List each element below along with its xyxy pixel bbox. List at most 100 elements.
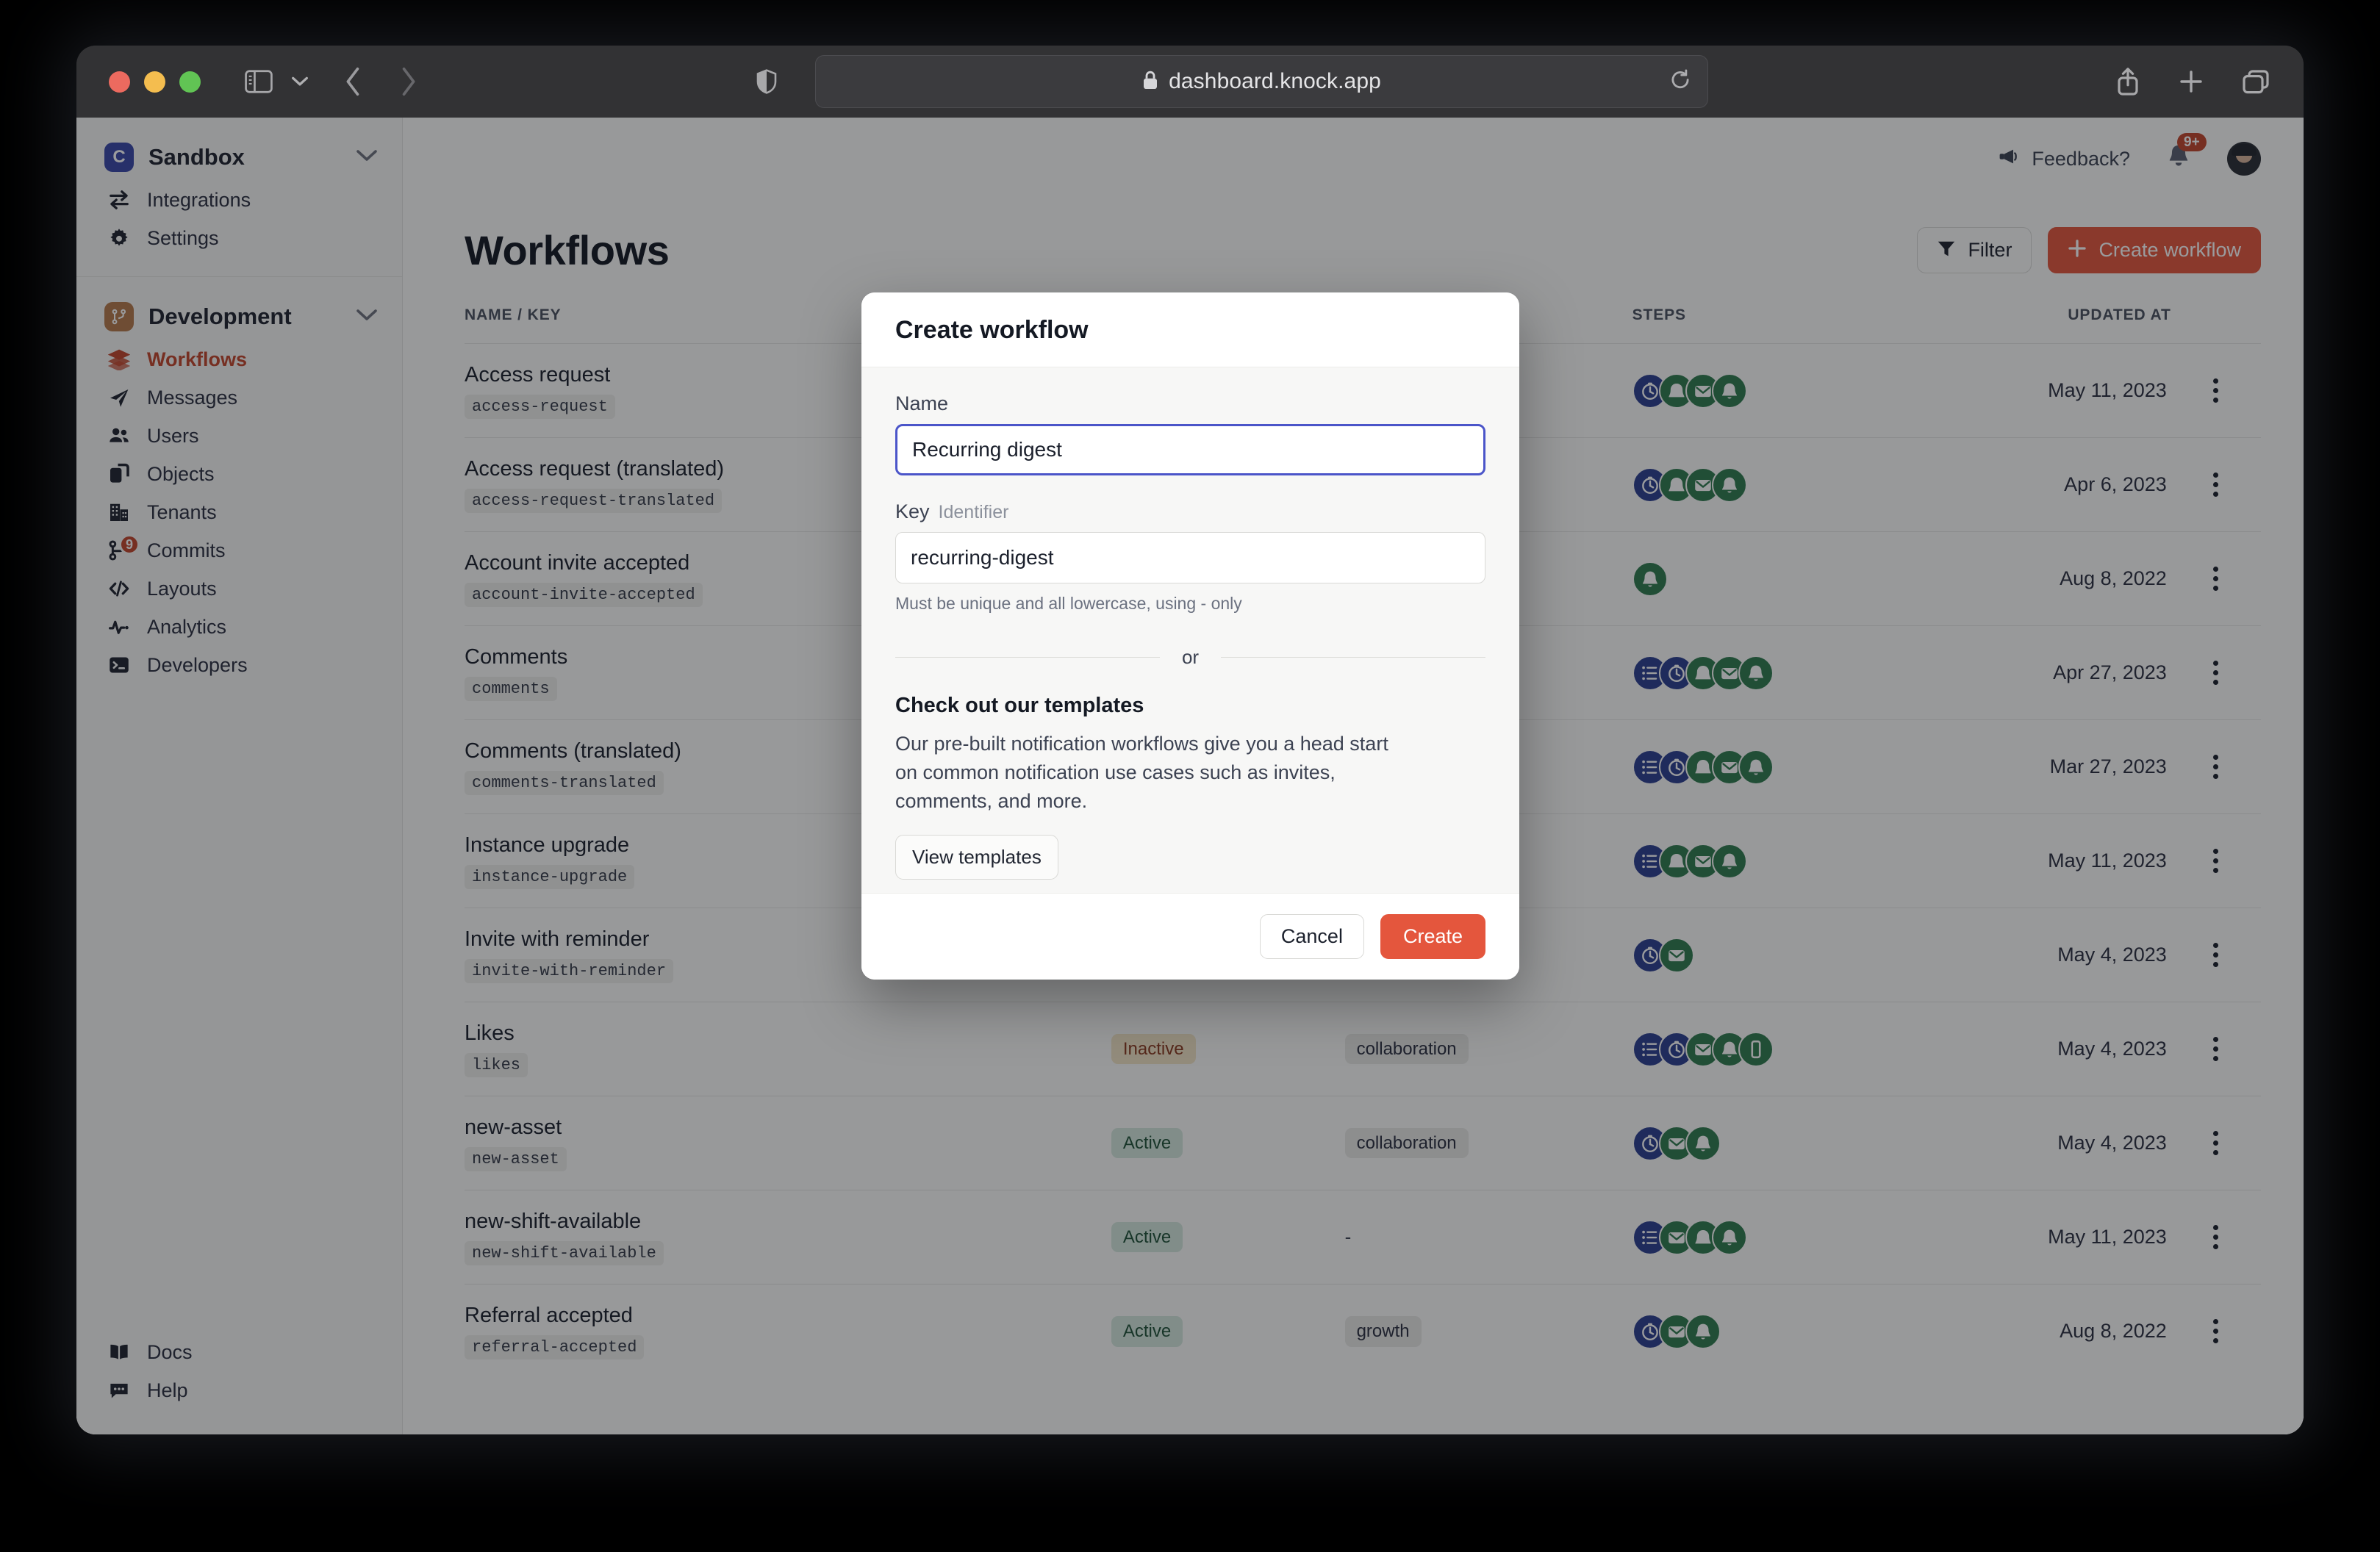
sidebar-item-help[interactable]: Help — [76, 1371, 402, 1409]
row-menu-button[interactable] — [2171, 1037, 2261, 1061]
cell-steps — [1632, 720, 1902, 814]
forward-button[interactable] — [399, 67, 417, 96]
tag-badge: growth — [1344, 1315, 1422, 1347]
share-icon[interactable] — [2115, 67, 2140, 96]
filter-label: Filter — [1968, 239, 2012, 261]
sidebar-item-users[interactable]: Users — [76, 417, 402, 455]
workflow-name-input[interactable] — [895, 424, 1485, 475]
sidebar-item-docs[interactable]: Docs — [76, 1333, 402, 1371]
chevron-down-icon[interactable] — [356, 309, 377, 326]
create-button[interactable]: Create — [1380, 914, 1485, 960]
sidebar-item-layouts[interactable]: Layouts — [76, 570, 402, 608]
cancel-button[interactable]: Cancel — [1259, 914, 1364, 960]
sidebar-toggle-icon[interactable] — [245, 70, 273, 93]
sidebar-item-integrations[interactable]: Integrations — [76, 181, 402, 219]
table-row[interactable]: new-asset new-asset Active collaboration May… — [465, 1096, 2261, 1190]
cell-row-menu — [2171, 1285, 2261, 1379]
cell-row-menu — [2171, 1002, 2261, 1096]
cell-steps — [1632, 814, 1902, 908]
objects-icon — [107, 462, 131, 486]
workflow-key-input[interactable] — [895, 532, 1485, 583]
row-menu-button[interactable] — [2171, 378, 2261, 403]
cell-row-menu — [2171, 1096, 2261, 1190]
cell-name-key: Access request access-request — [465, 344, 1111, 438]
row-menu-button[interactable] — [2171, 1131, 2261, 1155]
workflows-table: NAME / KEY STEPS UPDATED AT Access reque… — [465, 306, 2261, 1379]
table-row[interactable]: Instance upgrade instance-upgrade May 11, … — [465, 813, 2261, 908]
sidebar-item-messages[interactable]: Messages — [76, 378, 402, 417]
reload-icon[interactable] — [1669, 69, 1691, 95]
sidebar-item-commits[interactable]: 9 Commits — [76, 531, 402, 570]
workspace-name: Sandbox — [148, 144, 245, 170]
cell-name-key: Access request (translated) access-reques… — [465, 438, 1111, 532]
workflow-name: Access request (translated) — [465, 456, 724, 481]
tag-badge: collaboration — [1344, 1127, 1469, 1159]
table-row[interactable]: Account invite accepted account-invite-ac… — [465, 531, 2261, 626]
address-bar[interactable]: dashboard.knock.app — [815, 55, 1708, 108]
maximize-window-button[interactable] — [179, 71, 201, 93]
row-menu-button[interactable] — [2171, 849, 2261, 873]
cell-steps — [1632, 1096, 1902, 1190]
environment-name: Development — [148, 303, 292, 329]
table-row[interactable]: Likes likes Inactive collaboration May 4, 20… — [465, 1002, 2261, 1096]
user-avatar[interactable] — [2227, 142, 2261, 176]
window-traffic-lights[interactable] — [109, 71, 201, 93]
green-push-step-icon — [1685, 1125, 1721, 1161]
cell-status: Active — [1111, 1096, 1345, 1190]
funnel-icon — [1937, 239, 1956, 262]
notifications-button[interactable]: 9+ — [2165, 132, 2207, 175]
sidebar-item-settings[interactable]: Settings — [76, 219, 402, 257]
back-button[interactable] — [345, 67, 362, 96]
minimize-window-button[interactable] — [144, 71, 165, 93]
sidebar-item-analytics[interactable]: Analytics — [76, 608, 402, 646]
environment-switcher[interactable]: Development — [76, 293, 402, 340]
cell-steps — [1632, 438, 1902, 532]
row-menu-button[interactable] — [2171, 755, 2261, 779]
row-menu-button[interactable] — [2171, 1319, 2261, 1344]
green-sms-step-icon — [1738, 1031, 1774, 1067]
filter-button[interactable]: Filter — [1917, 227, 2032, 273]
plus-icon[interactable] — [2179, 69, 2204, 94]
workspace-switcher[interactable]: C Sandbox — [76, 134, 402, 181]
table-row[interactable]: new-shift-available new-shift-available Ac… — [465, 1190, 2261, 1285]
cell-updated-at: Aug 8, 2022 — [2060, 567, 2167, 589]
notification-count-badge: 9+ — [2177, 132, 2207, 151]
workflow-key: comments — [465, 676, 557, 701]
row-menu-button[interactable] — [2171, 1225, 2261, 1249]
feedback-button[interactable]: Feedback? — [1998, 146, 2130, 173]
chevron-down-icon[interactable] — [356, 149, 377, 166]
workflow-key: new-asset — [465, 1146, 567, 1171]
row-menu-button[interactable] — [2171, 943, 2261, 967]
tab-overview-icon[interactable] — [2242, 69, 2270, 94]
table-row[interactable]: Comments (translated) comments-translated… — [465, 719, 2261, 814]
sidebar-item-developers[interactable]: Developers — [76, 646, 402, 684]
cell-row-menu — [2171, 438, 2261, 532]
building-icon — [107, 500, 131, 524]
row-menu-button[interactable] — [2171, 661, 2261, 685]
row-menu-button[interactable] — [2171, 567, 2261, 591]
cell-steps — [1632, 1002, 1902, 1096]
shield-icon[interactable] — [756, 69, 777, 94]
row-menu-button[interactable] — [2171, 473, 2261, 497]
sidebar-item-label: Messages — [147, 386, 238, 409]
table-row[interactable]: Referral accepted referral-accepted Active… — [465, 1284, 2261, 1379]
lock-icon — [1142, 71, 1158, 93]
close-window-button[interactable] — [109, 71, 130, 93]
green-push-step-icon — [1711, 467, 1747, 503]
or-separator: or — [895, 646, 1485, 669]
cell-steps — [1632, 532, 1902, 626]
cell-updated-at: May 4, 2023 — [2057, 1132, 2167, 1154]
view-templates-button[interactable]: View templates — [895, 835, 1058, 880]
create-workflow-button[interactable]: Create workflow — [2048, 227, 2261, 273]
sidebar-item-workflows[interactable]: Workflows — [76, 340, 402, 378]
sidebar-item-tenants[interactable]: Commits Tenants — [76, 493, 402, 531]
chevron-down-icon[interactable] — [292, 76, 308, 87]
sidebar-item-objects[interactable]: Objects — [76, 455, 402, 493]
cell-updated-at: Aug 8, 2022 — [2060, 1320, 2167, 1343]
cell-status: Active — [1111, 1190, 1345, 1285]
blue-delay-step-icon — [1658, 655, 1694, 691]
tag-badge: collaboration — [1344, 1033, 1469, 1065]
page-header: Workflows Filter Create work — [465, 200, 2261, 306]
step-icon-group — [1632, 1219, 1902, 1255]
